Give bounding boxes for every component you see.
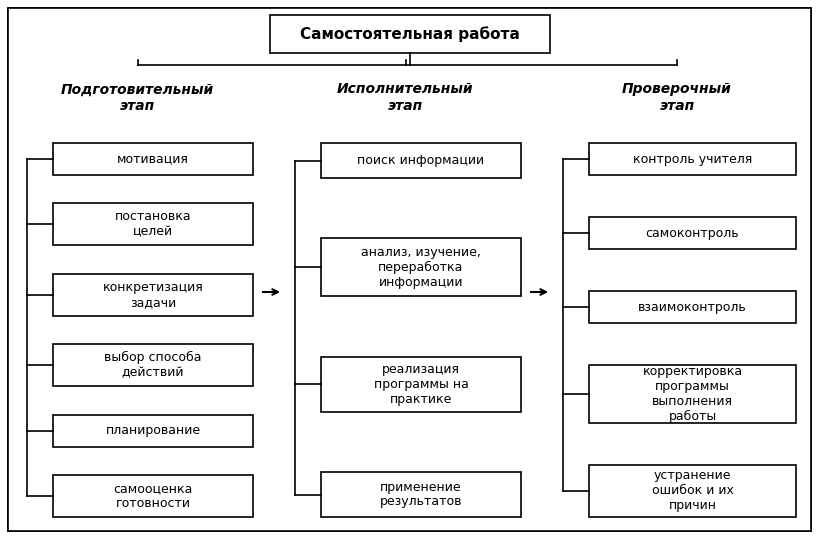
FancyBboxPatch shape — [53, 344, 253, 386]
FancyBboxPatch shape — [53, 274, 253, 316]
Text: взаимоконтроль: взаимоконтроль — [638, 301, 747, 314]
Text: реализация
программы на
практике: реализация программы на практике — [373, 363, 468, 406]
Text: выбор способа
действий: выбор способа действий — [104, 351, 201, 379]
FancyBboxPatch shape — [53, 203, 253, 245]
FancyBboxPatch shape — [589, 143, 796, 175]
Text: мотивация: мотивация — [117, 153, 189, 165]
Text: Проверочный
этап: Проверочный этап — [622, 82, 732, 113]
FancyBboxPatch shape — [321, 143, 521, 178]
Text: Исполнительный
этап: Исполнительный этап — [337, 82, 474, 113]
FancyBboxPatch shape — [589, 465, 796, 517]
Text: применение
результатов: применение результатов — [380, 480, 462, 508]
Text: устранение
ошибок и их
причин: устранение ошибок и их причин — [652, 469, 734, 513]
Text: самооценка
готовности: самооценка готовности — [113, 482, 192, 510]
Text: Подготовительный
этап: Подготовительный этап — [61, 82, 214, 113]
Text: самоконтроль: самоконтроль — [645, 226, 740, 239]
FancyBboxPatch shape — [8, 8, 811, 531]
Text: контроль учителя: контроль учителя — [633, 153, 752, 165]
FancyBboxPatch shape — [589, 365, 796, 423]
FancyBboxPatch shape — [589, 217, 796, 249]
Text: планирование: планирование — [106, 424, 201, 437]
FancyBboxPatch shape — [321, 238, 521, 296]
Text: Самостоятельная работа: Самостоятельная работа — [300, 26, 520, 42]
FancyBboxPatch shape — [53, 475, 253, 517]
Text: постановка
целей: постановка целей — [115, 210, 192, 238]
FancyBboxPatch shape — [53, 414, 253, 447]
FancyBboxPatch shape — [53, 143, 253, 175]
FancyBboxPatch shape — [321, 472, 521, 517]
FancyBboxPatch shape — [589, 291, 796, 323]
Text: поиск информации: поиск информации — [357, 154, 485, 167]
FancyBboxPatch shape — [270, 15, 550, 53]
Text: анализ, изучение,
переработка
информации: анализ, изучение, переработка информации — [361, 246, 481, 289]
Text: конкретизация
задачи: конкретизация задачи — [102, 281, 203, 309]
Text: корректировка
программы
выполнения
работы: корректировка программы выполнения работ… — [642, 365, 743, 423]
FancyBboxPatch shape — [321, 357, 521, 412]
